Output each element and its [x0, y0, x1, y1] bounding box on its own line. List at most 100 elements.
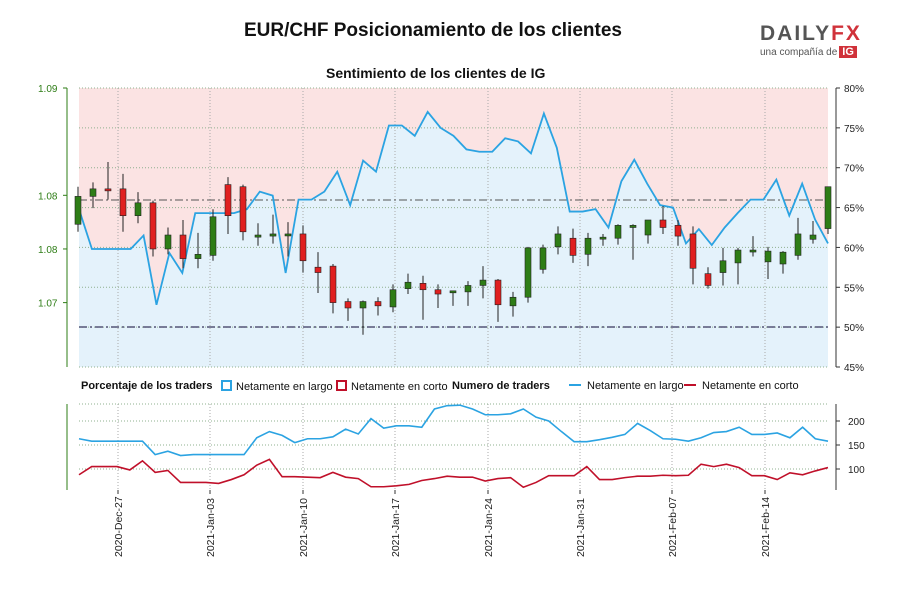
legend-pct-title: Porcentaje de los traders [81, 380, 213, 392]
candle-body [614, 225, 622, 239]
legend-box-short-icon [336, 380, 347, 391]
candle-body [689, 233, 697, 269]
dailyfx-logo: DAILYFX una compañía de IG [760, 22, 870, 58]
date-tick-label: 2021-Jan-17 [390, 498, 402, 557]
legend-line-short-icon [684, 384, 696, 386]
date-tick-label: 2021-Feb-07 [667, 497, 679, 557]
candle-body [419, 282, 427, 291]
candle-body [149, 202, 157, 250]
trader-tick-label: 100 [848, 465, 865, 476]
candle-body [704, 273, 712, 286]
pct-tick-label: 55% [844, 283, 864, 294]
candle-body [209, 216, 217, 256]
logo-wordmark: DAILYFX [760, 22, 870, 46]
candle-body [164, 234, 172, 250]
candle-body [359, 301, 367, 309]
candle-body [134, 202, 142, 216]
candle-body [74, 196, 82, 225]
candle-body [629, 225, 637, 228]
price-tick-label: 1.08 [38, 245, 58, 256]
candle-body [599, 236, 607, 240]
pct-tick-label: 70% [844, 164, 864, 175]
date-tick-label: 2021-Feb-14 [760, 497, 772, 557]
legend-pct-long-label: Netamente en largo [236, 381, 333, 393]
candle-body [659, 219, 667, 228]
pct-tick-label: 50% [844, 323, 864, 334]
sentiment-long-line [78, 110, 829, 306]
legend-box-long-icon [221, 380, 232, 391]
candle-body [269, 233, 277, 237]
legend-num-long: Netamente en largo [569, 380, 684, 392]
candle-body [794, 233, 802, 256]
candle-body [494, 279, 502, 306]
candle-body [344, 301, 352, 309]
logo-fx: FX [831, 22, 862, 45]
candle-body [734, 249, 742, 264]
chart-subtitle: Sentimiento de los clientes de IG [326, 65, 546, 81]
candle-body [404, 281, 412, 289]
candle-body [449, 290, 457, 294]
price-tick-label: 1.09 [38, 84, 58, 95]
legend-pct-short: Netamente en corto [336, 380, 448, 393]
candle-body [194, 254, 202, 259]
pct-tick-label: 60% [844, 243, 864, 254]
logo-daily: DAILY [760, 22, 832, 45]
candle-body [89, 188, 97, 197]
candle-body [104, 188, 112, 192]
date-tick-label: 2021-Jan-10 [298, 498, 310, 557]
pct-tick-label: 65% [844, 204, 864, 215]
candle-body [554, 233, 562, 248]
candle-body [299, 233, 307, 262]
logo-tagline-text: una compañía de [760, 47, 838, 58]
legend-line-long-icon [569, 384, 581, 386]
candle-body [179, 234, 187, 259]
pct-tick-label: 75% [844, 124, 864, 135]
candle-body [749, 249, 757, 253]
trader-tick-label: 200 [848, 417, 865, 428]
candle-body [644, 219, 652, 236]
candle-body [314, 266, 322, 273]
candle-body [824, 186, 832, 229]
ig-logo: IG [839, 46, 857, 58]
candle-body [329, 265, 337, 303]
date-tick-label: 2020-Dec-27 [113, 496, 125, 557]
legend-pct-short-label: Netamente en corto [351, 381, 448, 393]
legend-num-short-label: Netamente en corto [702, 380, 799, 392]
long-area [79, 111, 828, 368]
date-tick-label: 2021-Jan-24 [483, 498, 495, 557]
legend-num-short: Netamente en corto [684, 380, 799, 392]
date-tick-label: 2021-Jan-31 [575, 498, 587, 557]
trader-long-line [78, 404, 829, 457]
trader-tick-label: 150 [848, 441, 865, 452]
chart-title: EUR/CHF Posicionamiento de los clientes [244, 20, 622, 41]
trader-short-line [78, 458, 829, 489]
price-tick-label: 1.07 [38, 299, 58, 310]
candle-body [254, 234, 262, 238]
candle-body [119, 188, 127, 216]
candle-body [509, 296, 517, 307]
candle-body [764, 250, 772, 263]
candle-body [524, 247, 532, 298]
legend-pct-long: Netamente en largo [221, 380, 333, 393]
legend-num: Numero de traders [452, 380, 550, 392]
candle-body [719, 260, 727, 273]
trader-count-panel [79, 404, 828, 490]
pct-tick-label: 45% [844, 363, 864, 374]
candle-body [809, 234, 817, 240]
candle-body [674, 225, 682, 237]
candle-body [539, 247, 547, 270]
candle-body [239, 186, 247, 233]
candle-body [584, 237, 592, 255]
price-tick-label: 1.08 [38, 191, 58, 202]
candle-body [374, 301, 382, 307]
pct-tick-label: 80% [844, 84, 864, 95]
candle-body [779, 251, 787, 265]
logo-tagline: una compañía de IG [760, 46, 870, 58]
candle-body [464, 285, 472, 293]
candle-body [224, 184, 232, 216]
candle-body [434, 289, 442, 295]
candle-body [284, 233, 292, 237]
legend-num-title: Numero de traders [452, 380, 550, 392]
legend-num-long-label: Netamente en largo [587, 380, 684, 392]
